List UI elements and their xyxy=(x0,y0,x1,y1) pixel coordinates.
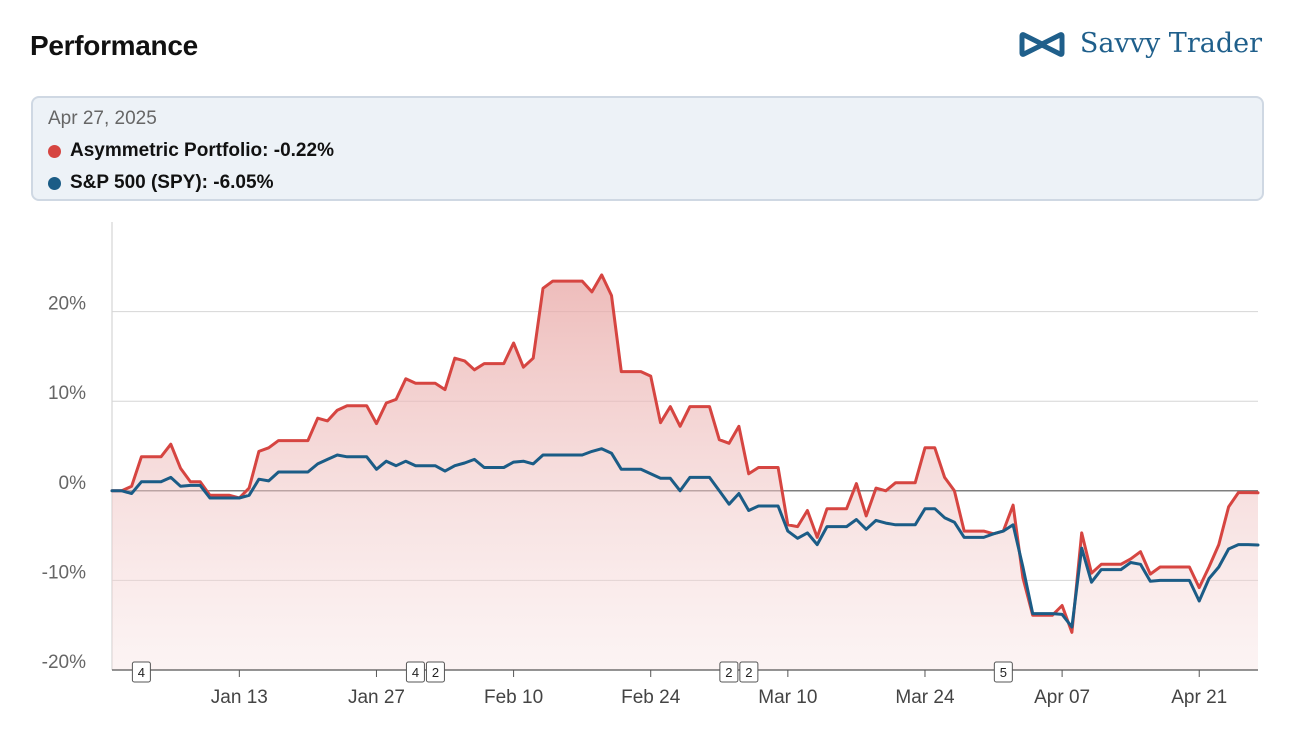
portfolio-area xyxy=(112,274,1258,670)
x-tick-label: Apr 07 xyxy=(1034,687,1090,708)
infinity-logo-icon xyxy=(1019,31,1065,57)
tooltip-spy-label: S&P 500 (SPY): -6.05% xyxy=(70,172,274,193)
trade-marker[interactable] xyxy=(993,661,1013,683)
trade-marker-label: 2 xyxy=(745,665,752,680)
trade-marker[interactable] xyxy=(719,661,739,683)
trade-marker[interactable] xyxy=(405,661,425,683)
y-tick-label: -10% xyxy=(42,562,86,583)
tooltip-row-spy: S&P 500 (SPY): -6.05% xyxy=(48,172,273,194)
trade-marker-label: 2 xyxy=(432,665,439,680)
trade-marker-label: 2 xyxy=(725,665,732,680)
x-tick-label: Mar 10 xyxy=(758,687,817,708)
trade-marker-label: 4 xyxy=(412,665,419,680)
x-tick-label: Feb 10 xyxy=(484,687,543,708)
tooltip-portfolio-label: Asymmetric Portfolio: -0.22% xyxy=(70,140,334,161)
trade-marker-label: 5 xyxy=(1000,665,1007,680)
spy-dot-icon xyxy=(48,176,61,190)
x-tick-label: Mar 24 xyxy=(895,687,955,708)
x-tick-label: Jan 27 xyxy=(348,687,405,708)
y-tick-label: 20% xyxy=(48,294,86,315)
chart-tooltip: Apr 27, 2025 Asymmetric Portfolio: -0.22… xyxy=(31,96,1264,201)
trade-marker[interactable] xyxy=(131,661,151,683)
y-tick-label: -20% xyxy=(42,652,86,673)
x-tick-label: Jan 13 xyxy=(211,687,268,708)
page-title: Performance xyxy=(30,30,198,61)
trade-marker-label: 4 xyxy=(138,665,145,680)
tooltip-date: Apr 27, 2025 xyxy=(48,108,157,129)
spy-series-line[interactable] xyxy=(110,447,1260,629)
portfolio-dot-icon xyxy=(48,144,61,158)
x-tick-label: Apr 21 xyxy=(1171,687,1227,708)
trade-marker[interactable] xyxy=(425,661,445,683)
tooltip-row-portfolio: Asymmetric Portfolio: -0.22% xyxy=(48,140,334,162)
y-tick-label: 10% xyxy=(48,383,86,404)
brand-name: Savvy Trader xyxy=(1079,28,1262,59)
brand-logo[interactable]: Savvy Trader xyxy=(1016,28,1262,59)
y-tick-label: 0% xyxy=(59,473,87,494)
x-tick-label: Feb 24 xyxy=(621,687,681,708)
trade-marker[interactable] xyxy=(739,661,759,683)
